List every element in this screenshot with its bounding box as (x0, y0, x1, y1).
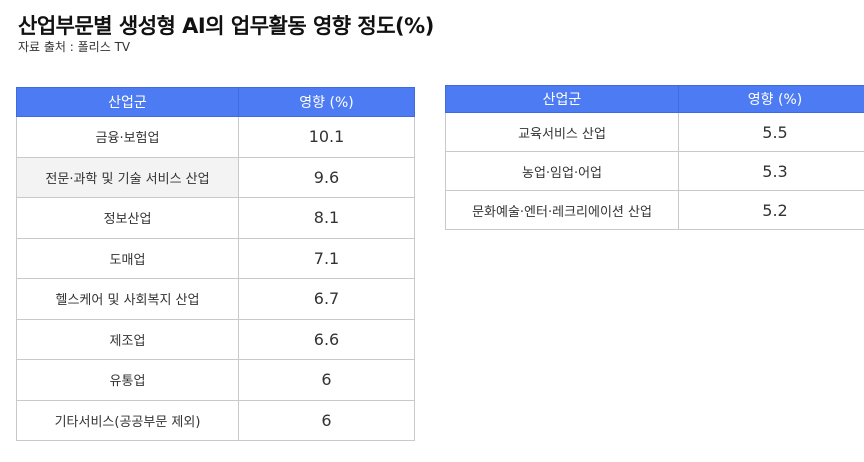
page-title: 산업부문별 생성형 AI의 업무활동 영향 정도(%) (18, 14, 434, 38)
table-row: 정보산업 8.1 (16, 197, 415, 239)
impact-value-cell: 7.1 (238, 237, 415, 279)
industry-cell: 유통업 (16, 359, 239, 401)
impact-value-cell: 6 (238, 399, 415, 441)
source-caption: 자료 출처 : 폴리스 TV (18, 40, 131, 54)
industry-cell: 정보산업 (16, 197, 239, 239)
column-header-industry: 산업군 (16, 87, 239, 117)
table-row: 교육서비스 산업 5.5 (445, 112, 864, 152)
impact-value-cell: 5.5 (678, 112, 864, 152)
impact-value-cell: 8.1 (238, 197, 415, 239)
industry-cell: 금융·보험업 (16, 116, 239, 158)
impact-value-cell: 6 (238, 359, 415, 401)
column-header-industry: 산업군 (445, 85, 679, 113)
industry-impact-table-left: 산업군 영향 (%) 금융·보험업 10.1 전문·과학 및 기술 서비스 산업… (16, 87, 415, 441)
table-header-row: 산업군 영향 (%) (16, 87, 415, 117)
impact-value-cell: 10.1 (238, 116, 415, 158)
column-header-impact: 영향 (%) (238, 87, 415, 117)
industry-cell: 헬스케어 및 사회복지 산업 (16, 278, 239, 320)
industry-cell: 제조업 (16, 318, 239, 360)
table-row: 전문·과학 및 기술 서비스 산업 9.6 (16, 156, 415, 198)
table-header-row: 산업군 영향 (%) (445, 85, 864, 113)
table-row: 유통업 6 (16, 359, 415, 401)
industry-cell: 기타서비스(공공부문 제외) (16, 399, 239, 441)
impact-value-cell: 5.3 (678, 151, 864, 191)
table-row: 도매업 7.1 (16, 237, 415, 279)
impact-value-cell: 6.7 (238, 278, 415, 320)
industry-cell: 전문·과학 및 기술 서비스 산업 (16, 156, 239, 198)
industry-cell: 농업·임업·어업 (445, 151, 679, 191)
industry-cell: 교육서비스 산업 (445, 112, 679, 152)
impact-value-cell: 5.2 (678, 190, 864, 230)
table-row: 헬스케어 및 사회복지 산업 6.7 (16, 278, 415, 320)
table-row: 문화예술·엔터·레크리에이션 산업 5.2 (445, 190, 864, 230)
impact-value-cell: 9.6 (238, 156, 415, 198)
table-row: 농업·임업·어업 5.3 (445, 151, 864, 191)
table-row: 제조업 6.6 (16, 318, 415, 360)
table-row: 기타서비스(공공부문 제외) 6 (16, 399, 415, 441)
table-row: 금융·보험업 10.1 (16, 116, 415, 158)
industry-cell: 도매업 (16, 237, 239, 279)
industry-impact-table-right: 산업군 영향 (%) 교육서비스 산업 5.5 농업·임업·어업 5.3 문화예… (445, 85, 864, 230)
impact-value-cell: 6.6 (238, 318, 415, 360)
industry-cell: 문화예술·엔터·레크리에이션 산업 (445, 190, 679, 230)
column-header-impact: 영향 (%) (678, 85, 864, 113)
